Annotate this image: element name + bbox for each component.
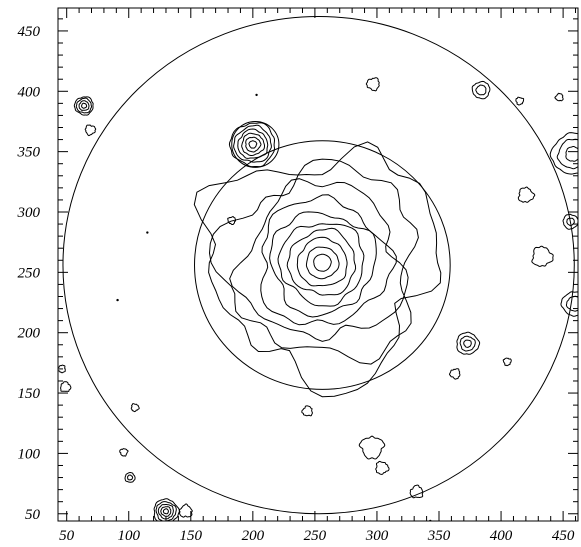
x-tick-label: 250 bbox=[304, 528, 327, 544]
x-tick-label: 450 bbox=[552, 528, 575, 544]
main-source-contour bbox=[305, 246, 340, 280]
main-source-contour bbox=[313, 253, 332, 272]
point-mark bbox=[116, 298, 119, 302]
noise-contour bbox=[119, 448, 129, 457]
compact-source-contour bbox=[228, 122, 276, 168]
y-axis: 50 100 150 200 250 300 350 400 450 bbox=[17, 18, 578, 523]
noise-contour bbox=[515, 96, 525, 106]
x-tick-label: 200 bbox=[242, 528, 265, 544]
noise-contour bbox=[84, 124, 97, 137]
source-aperture-circle bbox=[231, 120, 280, 168]
main-source-contour bbox=[269, 211, 377, 318]
compact-source-contour bbox=[124, 472, 136, 483]
main-source-contour bbox=[229, 178, 409, 342]
noise-contour bbox=[375, 460, 390, 475]
y-tick-label: 350 bbox=[17, 145, 41, 161]
compact-source-contour bbox=[562, 213, 578, 230]
compact-source-contour bbox=[75, 97, 92, 114]
point-mark bbox=[255, 93, 258, 97]
compact-source-contour bbox=[549, 132, 578, 175]
noise-contour bbox=[517, 186, 536, 203]
compact-source-contour bbox=[155, 501, 177, 521]
compact-source-contour bbox=[153, 498, 180, 521]
compact-source-contour bbox=[78, 100, 90, 111]
compact-source-contour bbox=[233, 124, 272, 163]
x-tick-label: 100 bbox=[117, 528, 140, 544]
noise-contour bbox=[409, 484, 424, 499]
compact-source-contour bbox=[157, 504, 174, 520]
compact-source-contour bbox=[565, 146, 578, 162]
noise-contour bbox=[502, 357, 512, 367]
x-axis: 50 100 150 200 250 300 350 400 450 bbox=[59, 8, 577, 544]
x-tick-label: 150 bbox=[180, 528, 203, 544]
noise-contour bbox=[178, 503, 193, 518]
x-tick-label: 400 bbox=[490, 528, 513, 544]
plot-frame bbox=[57, 7, 579, 522]
compact-source-contour bbox=[565, 295, 578, 312]
compact-source-contour bbox=[162, 508, 169, 515]
inner-aperture-circle bbox=[194, 140, 451, 390]
noise-contour bbox=[301, 405, 313, 417]
compact-source-contour bbox=[566, 217, 575, 227]
compact-source-contour bbox=[248, 140, 258, 149]
y-tick-label: 450 bbox=[18, 24, 41, 40]
x-tick-label: 350 bbox=[427, 528, 451, 544]
chart-marks bbox=[58, 15, 578, 521]
compact-source-contour bbox=[245, 136, 262, 153]
compact-source-contour bbox=[459, 335, 476, 352]
outer-aperture-circle bbox=[62, 15, 575, 515]
main-source-contour bbox=[277, 223, 365, 307]
noise-contour bbox=[531, 245, 554, 267]
x-tick-label: 50 bbox=[59, 528, 75, 544]
y-tick-label: 200 bbox=[18, 326, 41, 342]
main-source-contour bbox=[208, 158, 419, 365]
x-tick-label: 300 bbox=[365, 528, 389, 544]
noise-contour bbox=[448, 368, 461, 380]
compact-source-contour bbox=[471, 80, 491, 100]
compact-source-contour bbox=[241, 132, 265, 156]
main-source-contour bbox=[260, 194, 397, 326]
compact-source-contour bbox=[456, 331, 481, 355]
noise-contour bbox=[227, 216, 236, 225]
y-tick-label: 300 bbox=[17, 205, 41, 221]
point-mark bbox=[146, 231, 149, 234]
compact-source-contour bbox=[127, 474, 134, 481]
compact-source-contour bbox=[560, 291, 578, 317]
compact-source-contour bbox=[463, 339, 472, 348]
y-tick-label: 150 bbox=[18, 386, 41, 402]
noise-contour bbox=[358, 435, 386, 460]
y-tick-label: 400 bbox=[18, 84, 41, 100]
compact-source-contour bbox=[556, 138, 578, 170]
noise-contour bbox=[130, 403, 140, 413]
y-tick-label: 50 bbox=[25, 507, 41, 523]
compact-source-contour bbox=[73, 96, 94, 116]
main-source-contour bbox=[193, 141, 442, 398]
noise-contour bbox=[60, 381, 72, 392]
plot-area bbox=[57, 7, 579, 522]
compact-source-contour bbox=[475, 84, 487, 96]
compact-source-contour bbox=[237, 128, 269, 159]
main-source-contour bbox=[286, 227, 357, 296]
noise-contour bbox=[365, 77, 380, 92]
compact-source-contour bbox=[81, 102, 88, 109]
noise-contour bbox=[58, 364, 66, 374]
y-tick-label: 250 bbox=[18, 265, 41, 281]
y-tick-label: 100 bbox=[18, 446, 41, 462]
compact-source-contour bbox=[160, 506, 172, 517]
noise-contour bbox=[554, 92, 564, 102]
main-source-contour bbox=[296, 236, 348, 287]
